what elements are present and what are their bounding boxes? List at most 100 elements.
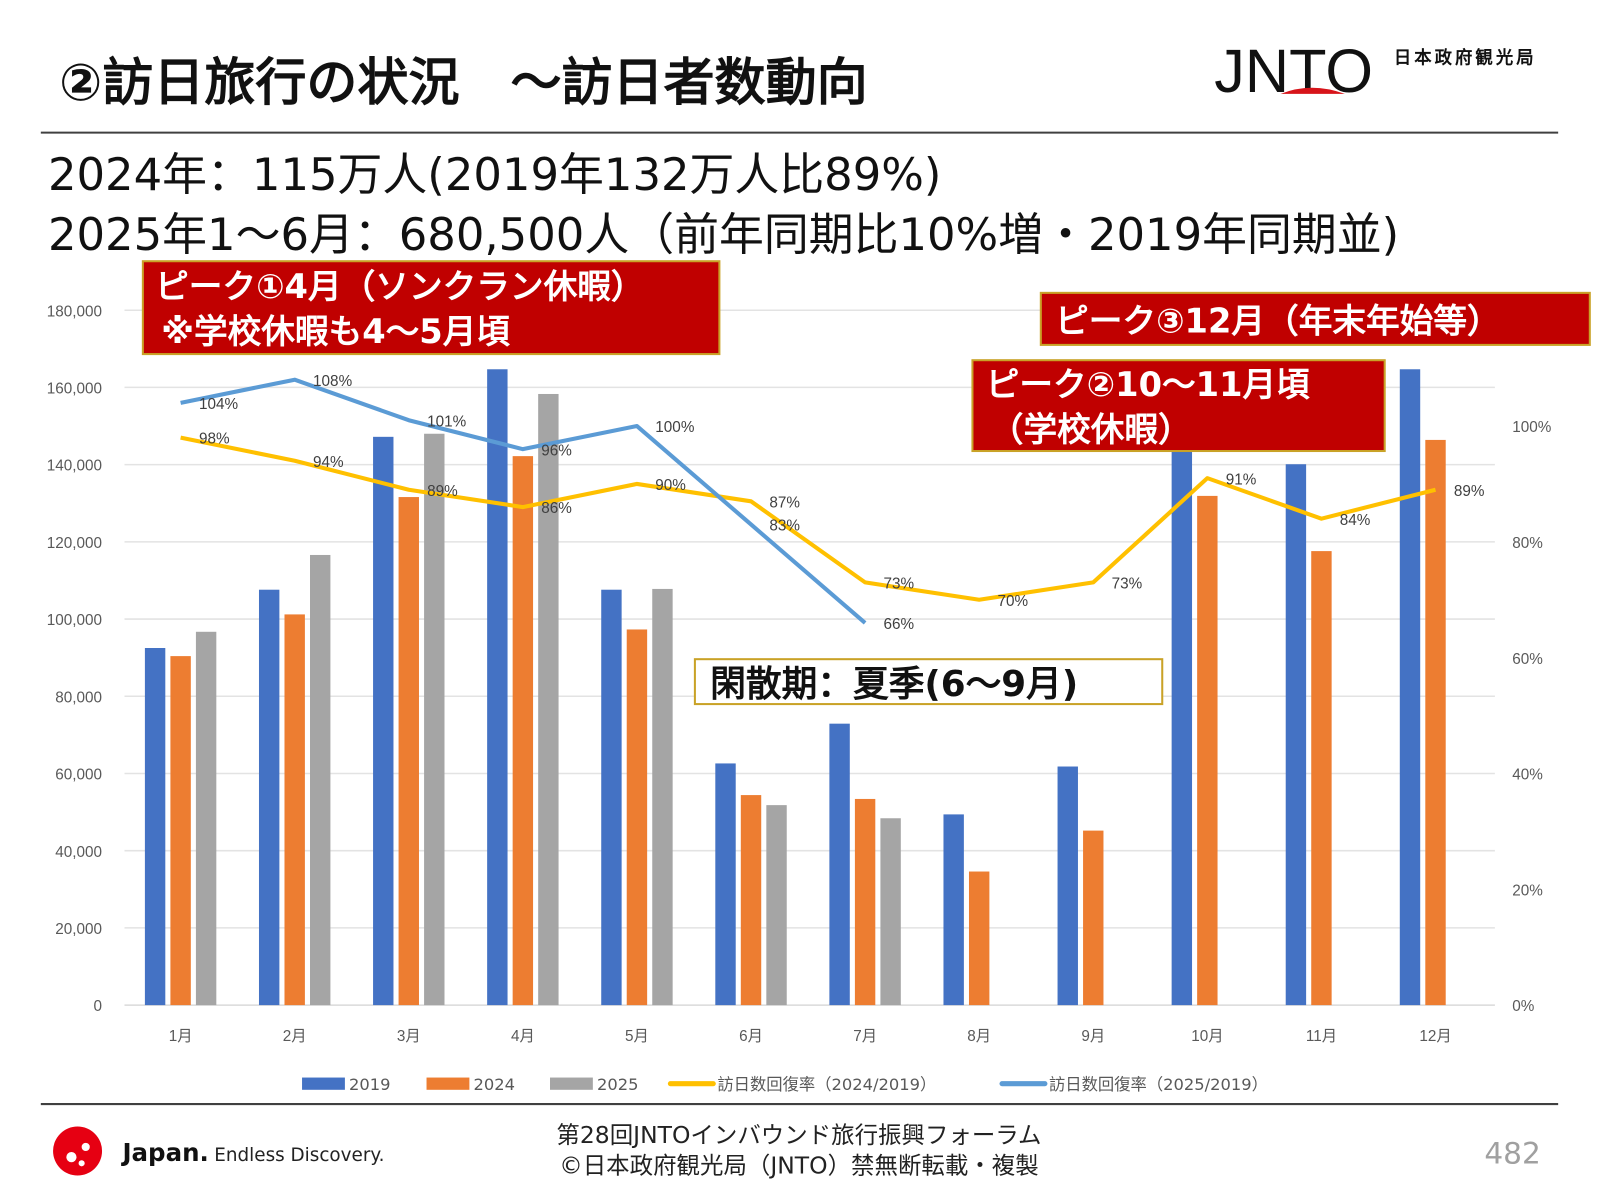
annotation-peak1-line1: ピーク①4月（ソンクラン休暇） [155,267,644,306]
bar-2024-1月 [170,656,191,1006]
y-tick-label: 80,000 [55,689,102,706]
x-tick-label: 4月 [511,1028,535,1045]
page-number: 482 [1484,1136,1540,1170]
bar-2019-1月 [144,648,166,1006]
data-label: 73% [883,575,914,592]
brand-name: Japan. [120,1138,208,1167]
bar-2024-9月 [1083,830,1104,1006]
data-label: 83% [769,518,800,535]
bar-2024-3月 [398,497,419,1006]
bar-2019-9月 [1057,766,1078,1006]
data-label: 104% [199,396,239,413]
annotation-peak2-line1: ピーク②10～11月頃 [986,365,1310,404]
x-tick-label: 7月 [853,1028,877,1045]
y2-tick-label: 20% [1512,882,1543,899]
bar-2024-4月 [512,456,534,1006]
cherry-blossom-icon [53,1126,103,1176]
data-label: 70% [998,593,1029,610]
y2-tick-label: 60% [1512,651,1543,668]
data-label: 84% [1340,512,1371,529]
legend-label: 訪日数回復率（2024/2019） [717,1075,936,1094]
x-tick-label: 2月 [283,1028,307,1045]
legend-swatch [426,1077,470,1090]
x-tick-label: 8月 [967,1028,991,1045]
bar-2025-1月 [195,631,217,1006]
bar-2025-3月 [424,433,445,1006]
org-name: 日本政府観光局 [1394,47,1537,68]
data-label: 100% [655,419,695,436]
page-title: ②訪日旅行の状況 ～訪日者数動向 [59,54,867,113]
logo-red-arc [1280,87,1345,94]
y-tick-label: 160,000 [47,381,102,398]
bar-2025-4月 [538,393,559,1006]
y-axis-right: 0% 20% 40% 60% 80% 100% [1512,419,1552,1015]
y2-tick-label: 0% [1512,998,1535,1015]
bar-2019-7月 [829,723,850,1006]
bar-2024-2月 [284,614,305,1006]
bar-2024-6月 [740,795,762,1006]
y-tick-label: 140,000 [47,458,102,475]
annotation-peak1-line2: ※学校休暇も4～5月頃 [161,312,510,351]
data-label: 96% [541,442,572,459]
bar-2025-7月 [880,818,901,1006]
data-label: 108% [313,373,353,390]
y-tick-label: 0 [94,998,103,1015]
japan-brand-logo: Japan. Endless Discovery. [53,1126,384,1176]
copyright: ©日本政府観光局（JNTO）禁無断転載・複製 [559,1151,1038,1179]
bar-2019-6月 [715,763,736,1006]
y2-tick-label: 100% [1512,419,1552,436]
legend-label: 2024 [473,1075,515,1094]
rate-lines: 98% 94% 89% 86% 90% 87% 73% 70% 73% 91% 84% 89% 104%… [180,373,1485,633]
y-tick-label: 100,000 [47,612,102,629]
data-label: 91% [1226,471,1257,488]
bar-2019-3月 [373,436,394,1006]
data-label: 89% [1454,483,1485,500]
chart: 0 20,000 40,000 60,000 80,000 100,000 120,000 1… [47,303,1552,1093]
bar-2019-10月 [1171,449,1193,1006]
x-tick-label: 10月 [1191,1028,1223,1045]
bar-2019-4月 [487,369,508,1006]
jnto-logo-text: JNTO [1214,37,1373,105]
line-rate-2025-2019 [180,377,867,625]
jnto-logo: JNTO 日本政府観光局 [1214,37,1537,105]
y-tick-label: 120,000 [47,535,102,552]
legend-label: 訪日数回復率（2025/2019） [1049,1075,1268,1094]
y2-tick-label: 80% [1512,535,1543,552]
annotation-peak2-line2: （学校休暇） [990,410,1192,449]
bar-2019-11月 [1285,464,1307,1006]
bar-2024-8月 [968,871,990,1006]
bars [144,369,1446,1006]
legend: 2019 2024 2025 訪日数回復率（2024/2019） 訪日数回復率（2025… [302,1075,1268,1094]
bar-2025-2月 [310,554,331,1006]
annotation-peak3: ピーク③12月（年末年始等） [1039,291,1591,346]
y-tick-label: 180,000 [47,303,102,320]
data-label: 101% [427,413,467,430]
data-label: 66% [883,616,914,633]
event-name: 第28回JNTOインバウンド旅行振興フォーラム [556,1121,1041,1149]
data-label: 86% [541,500,572,517]
bar-2019-12月 [1399,369,1421,1006]
annotation-peak3-text: ピーク③12月（年末年始等） [1055,302,1501,341]
y-axis-left: 0 20,000 40,000 60,000 80,000 100,000 120,000 1… [47,303,102,1015]
annotation-offseason: 閑散期：夏季(6～9月) [693,658,1164,706]
data-label: 98% [199,431,230,448]
y-tick-label: 60,000 [55,767,102,784]
data-label: 94% [313,454,344,471]
bar-2024-5月 [626,629,648,1006]
legend-label: 2025 [597,1075,639,1094]
line-rate-2024-2019 [180,435,1437,602]
data-label: 90% [655,477,686,494]
brand-tagline: Endless Discovery. [214,1145,384,1166]
x-tick-label: 12月 [1419,1028,1451,1045]
bar-2025-6月 [766,805,787,1006]
annotation-offseason-text: 閑散期：夏季(6～9月) [710,664,1078,705]
annotation-peak2: ピーク②10～11月頃 （学校休暇） [971,359,1386,453]
bar-2024-7月 [854,798,876,1006]
y2-tick-label: 40% [1512,767,1543,784]
legend-label: 2019 [349,1075,391,1094]
x-tick-label: 3月 [397,1028,421,1045]
x-tick-label: 1月 [169,1028,193,1045]
bar-2019-8月 [943,814,964,1006]
x-tick-label: 9月 [1081,1028,1105,1045]
